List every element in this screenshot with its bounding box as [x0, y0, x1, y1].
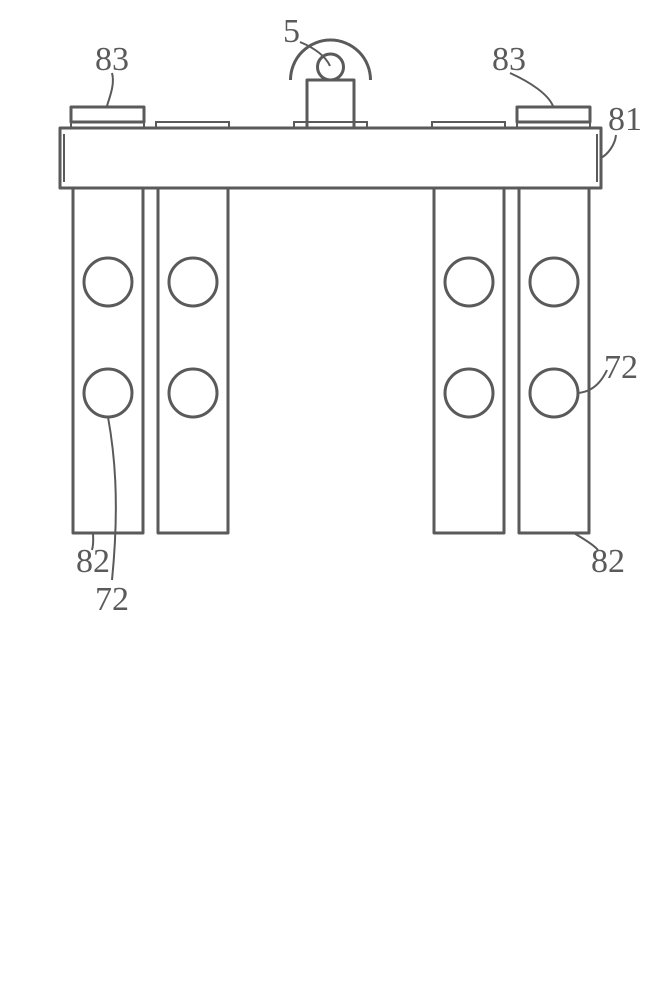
hole-72: [169, 258, 217, 306]
plate-top-segment: [432, 122, 505, 128]
top-arc: [291, 40, 371, 80]
plate-81: [60, 128, 601, 188]
leg-82: [434, 188, 504, 533]
label-83L: 83: [95, 41, 129, 78]
label-72R: 72: [604, 349, 638, 386]
label-82L: 82: [76, 543, 110, 580]
leg-82: [73, 188, 143, 533]
hole-72: [445, 258, 493, 306]
hole-72: [530, 258, 578, 306]
top-block: [307, 80, 354, 128]
label-72L: 72: [95, 581, 129, 618]
hole-72: [84, 258, 132, 306]
leader-line: [578, 370, 607, 393]
plate-top-segment: [294, 122, 367, 128]
leg-82: [158, 188, 228, 533]
label-82R: 82: [591, 543, 625, 580]
tab-83: [517, 107, 590, 122]
hole-72: [84, 369, 132, 417]
leg-82: [519, 188, 589, 533]
tab-83: [71, 107, 144, 122]
label-5: 5: [283, 13, 300, 50]
hole-72: [169, 369, 217, 417]
label-83R: 83: [492, 41, 526, 78]
label-81: 81: [608, 101, 642, 138]
hole-72: [445, 369, 493, 417]
hole-72: [530, 369, 578, 417]
leader-line: [601, 135, 616, 158]
top-hole: [318, 54, 344, 80]
plate-top-segment: [156, 122, 229, 128]
